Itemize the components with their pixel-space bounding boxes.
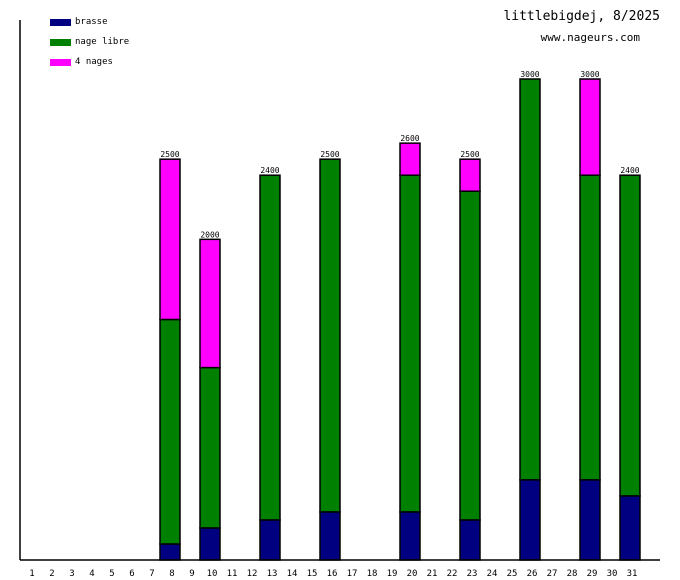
legend-item-4-nages: 4 nages [50,57,113,67]
bar-4-nages-day-29 [579,78,601,176]
bar-4-nages-day-8 [159,158,181,321]
data-label: 2000 [200,230,219,239]
x-tick-label: 28 [567,569,578,579]
x-tick-label: 19 [387,569,398,579]
x-tick-label: 2 [49,569,54,579]
data-label: 2500 [460,150,479,159]
legend-swatch [50,58,71,66]
bar-brasse-day-31 [619,495,641,561]
x-tick-label: 15 [307,569,318,579]
x-tick-label: 5 [109,569,114,579]
x-tick-label: 22 [447,569,458,579]
x-tick-label: 30 [607,569,618,579]
x-tick-label: 31 [627,569,638,579]
bar-brasse-day-13 [259,519,281,561]
x-tick-label: 7 [149,569,154,579]
bar-brasse-day-16 [319,511,341,561]
x-tick-label: 25 [507,569,518,579]
bar-4-nages-day-23 [459,158,481,192]
data-label: 2600 [400,134,419,143]
bar-nage-libre-day-26 [519,78,541,481]
x-tick-label: 14 [287,569,298,579]
bar-nage-libre-day-13 [259,174,281,521]
bar-nage-libre-day-16 [319,158,341,513]
x-tick-label: 24 [487,569,498,579]
bar-brasse-day-20 [399,511,421,561]
x-tick-label: 29 [587,569,598,579]
x-tick-label: 20 [407,569,418,579]
bar-nage-libre-day-29 [579,174,601,481]
data-label: 2400 [260,166,279,175]
bar-brasse-day-26 [519,479,541,561]
data-label: 2500 [320,150,339,159]
data-label: 2400 [620,166,639,175]
bar-brasse-day-29 [579,479,601,561]
bar-4-nages-day-20 [399,142,421,176]
bar-nage-libre-day-23 [459,190,481,521]
x-tick-label: 4 [89,569,94,579]
bar-brasse-day-8 [159,543,181,561]
x-tick-label: 21 [427,569,438,579]
data-label: 3000 [520,70,539,79]
x-tick-label: 23 [467,569,478,579]
legend-label: 4 nages [75,57,113,67]
x-tick-label: 26 [527,569,538,579]
x-tick-label: 18 [367,569,378,579]
x-tick-label: 3 [69,569,74,579]
bar-nage-libre-day-31 [619,174,641,497]
chart-title: littlebigdej, 8/2025 [503,9,660,24]
x-tick-label: 11 [227,569,238,579]
bar-4-nages-day-10 [199,238,221,369]
legend-item-nage-libre: nage libre [50,37,129,47]
bar-nage-libre-day-8 [159,318,181,545]
bar-brasse-day-23 [459,519,481,561]
x-tick-label: 1 [29,569,34,579]
x-tick-label: 27 [547,569,558,579]
legend-swatch [50,18,71,26]
x-tick-label: 10 [207,569,218,579]
bar-brasse-day-10 [199,527,221,561]
chart-subtitle: www.nageurs.com [540,31,640,44]
bar-nage-libre-day-10 [199,366,221,529]
x-tick-label: 12 [247,569,258,579]
x-tick-label: 17 [347,569,358,579]
x-tick-label: 13 [267,569,278,579]
bar-nage-libre-day-20 [399,174,421,513]
legend-item-brasse: brasse [50,17,108,27]
legend-label: brasse [75,17,108,27]
data-label: 3000 [580,70,599,79]
legend-swatch [50,38,71,46]
x-tick-label: 8 [169,569,174,579]
x-tick-label: 9 [189,569,194,579]
legend-label: nage libre [75,37,130,47]
data-label: 2500 [160,150,179,159]
x-tick-label: 16 [327,569,338,579]
x-tick-label: 6 [129,569,134,579]
